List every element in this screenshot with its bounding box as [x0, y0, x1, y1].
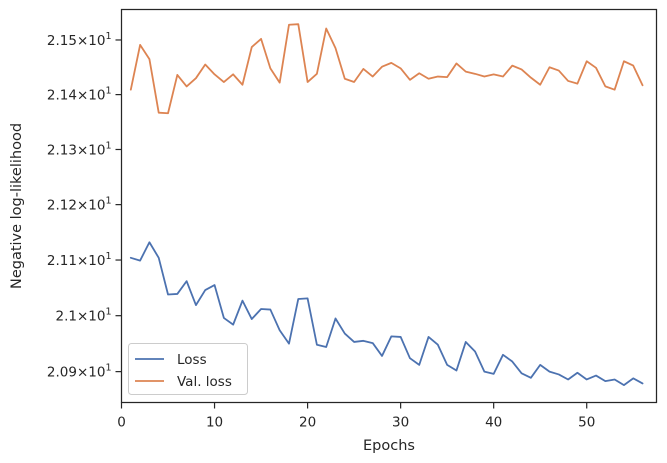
x-tick-label: 40 — [485, 415, 502, 431]
plot-lines — [129, 23, 644, 386]
y-axis: 2.09×101 2.1×101 2.11×101 2.12×101 2.13×101 2… — [47, 31, 122, 381]
legend-label-loss: Loss — [177, 352, 207, 368]
x-tick-label: 10 — [206, 415, 223, 431]
y-tick-label: 2.12×101 — [47, 196, 112, 214]
legend-label-val-loss: Val. loss — [177, 374, 232, 390]
y-tick-label: 2.14×101 — [47, 86, 112, 104]
x-tick-label: 50 — [578, 415, 595, 431]
series-line-1 — [129, 23, 644, 115]
y-tick-label: 2.13×101 — [47, 140, 112, 158]
y-tick-label: 2.09×101 — [47, 363, 112, 381]
x-axis-label: Epochs — [363, 438, 415, 454]
y-tick-label: 2.15×101 — [47, 31, 112, 49]
y-axis-label: Negative log-likelihood — [9, 123, 25, 289]
x-axis: 0 10 20 30 40 50 — [117, 402, 595, 431]
series-line-0 — [129, 241, 644, 386]
y-tick-label: 2.11×101 — [47, 251, 112, 269]
y-tick-label: 2.1×101 — [55, 307, 111, 325]
x-tick-label: 30 — [392, 415, 409, 431]
legend: Loss Val. loss — [128, 343, 248, 395]
x-tick-label: 20 — [299, 415, 316, 431]
x-tick-label: 0 — [117, 415, 126, 431]
plot-frame — [120, 8, 658, 404]
